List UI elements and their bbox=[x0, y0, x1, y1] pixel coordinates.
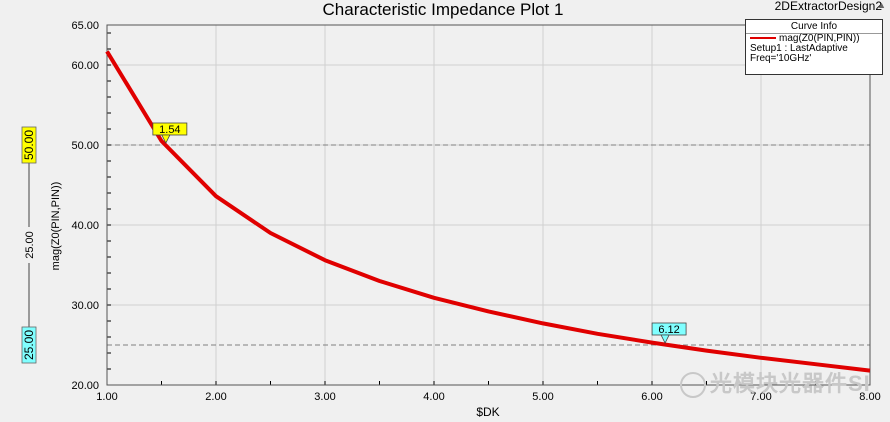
x-tick-label: 1.00 bbox=[96, 391, 117, 403]
grid-lines bbox=[106, 24, 871, 386]
y-tick-labels: 20.00 30.00 40.00 50.00 60.00 65.00 bbox=[71, 20, 99, 392]
legend-entry[interactable]: mag(Z0(PIN,PIN)) bbox=[746, 34, 882, 44]
x-tick-label: 3.00 bbox=[314, 391, 335, 403]
wechat-icon bbox=[680, 372, 706, 399]
side-marker-lower[interactable]: 25.00 bbox=[21, 326, 37, 364]
curve-info-legend[interactable]: Curve Info mag(Z0(PIN,PIN)) Setup1 : Las… bbox=[745, 19, 883, 75]
x-tick-labels: 1.00 2.00 3.00 4.00 5.00 6.00 7.00 8.00 bbox=[96, 391, 880, 403]
side-marker-upper[interactable]: 50.00 bbox=[21, 126, 37, 164]
x-tick-label: 5.00 bbox=[532, 391, 553, 403]
chart-title: Characteristic Impedance Plot 1 bbox=[322, 0, 564, 19]
side-axis: 50.00 25.00 25.00 bbox=[21, 126, 37, 364]
y-tick-label: 60.00 bbox=[71, 60, 99, 72]
x-tick-label: 8.00 bbox=[859, 391, 880, 403]
marker-label: 1.54 bbox=[159, 124, 180, 136]
x-tick-label: 6.00 bbox=[641, 391, 662, 403]
x-tick-label: 2.00 bbox=[205, 391, 226, 403]
legend-title: Curve Info bbox=[746, 20, 882, 34]
side-mid-bg bbox=[22, 227, 36, 263]
reference-lines bbox=[107, 144, 870, 346]
legend-freq: Freq='10GHz' bbox=[750, 53, 812, 64]
marker-pointer-icon bbox=[161, 134, 171, 144]
axes bbox=[106, 24, 871, 386]
marker-pointer-icon bbox=[660, 334, 670, 344]
plot-area bbox=[107, 25, 870, 385]
side-box bbox=[21, 326, 37, 364]
design-name: 2DExtractorDesign2 bbox=[774, 0, 882, 13]
side-box bbox=[21, 126, 37, 164]
series-layer bbox=[105, 50, 871, 373]
y-tick-label: 30.00 bbox=[71, 300, 99, 312]
legend-setup: Setup1 : LastAdaptive bbox=[750, 43, 848, 54]
side-label: 25.00 bbox=[22, 330, 36, 360]
marker-label: 6.12 bbox=[658, 324, 679, 336]
watermark-text: 光模块光器件SI bbox=[710, 371, 871, 396]
y-tick-label: 40.00 bbox=[71, 220, 99, 232]
marker-6.12[interactable]: 6.12 bbox=[651, 322, 687, 344]
marker-layer: 1.54 6.12 bbox=[152, 122, 687, 344]
x-tick-label: 7.00 bbox=[750, 391, 771, 403]
plot-frame bbox=[106, 24, 871, 386]
series-swatch-icon bbox=[750, 37, 776, 40]
y-tick-label: 20.00 bbox=[71, 380, 99, 392]
y-tick-label: 50.00 bbox=[71, 140, 99, 152]
y-axis-label: mag(Z0(PIN,PIN)) bbox=[50, 182, 62, 271]
y-tick-label: 65.00 bbox=[71, 20, 99, 32]
x-axis-label: $DK bbox=[476, 405, 499, 419]
side-label: 50.00 bbox=[22, 130, 36, 160]
side-mid-label: 25.00 bbox=[24, 231, 36, 259]
legend-series-name: mag(Z0(PIN,PIN)) bbox=[779, 33, 860, 44]
collapse-arrow-icon[interactable]: ▲ bbox=[877, 0, 886, 10]
x-tick-label: 4.00 bbox=[423, 391, 444, 403]
marker-1.54[interactable]: 1.54 bbox=[152, 122, 188, 144]
watermark: 光模块光器件SI bbox=[680, 366, 871, 399]
